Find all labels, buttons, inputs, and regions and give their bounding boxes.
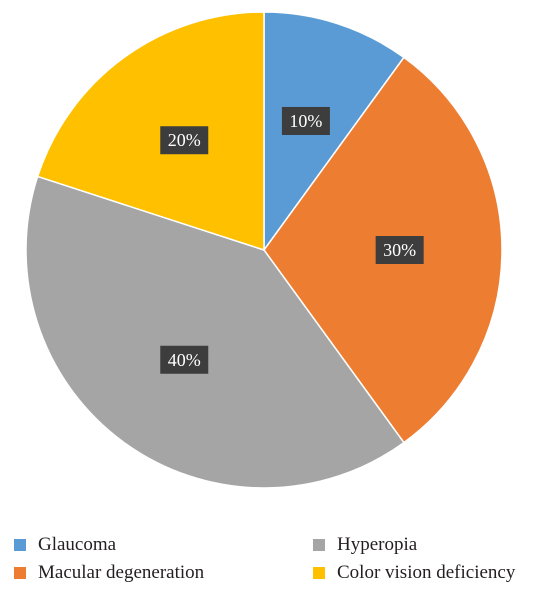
legend-swatch-glaucoma bbox=[14, 539, 26, 551]
data-label-text-glaucoma: 10% bbox=[289, 111, 322, 131]
legend-label-hyperopia: Hyperopia bbox=[337, 534, 418, 555]
pie-slice-hyperopia bbox=[25, 175, 405, 489]
data-label-box-glaucoma bbox=[281, 106, 330, 135]
data-label-box-macular-degeneration bbox=[375, 236, 424, 264]
pie-chart: 10% 30% 40% 20% bbox=[25, 11, 503, 489]
data-label-hyperopia: 40% bbox=[160, 345, 209, 374]
data-label-glaucoma: 10% bbox=[281, 106, 330, 135]
data-label-box-hyperopia bbox=[160, 345, 209, 374]
data-label-color-vision-deficiency: 20% bbox=[160, 126, 209, 155]
data-label-box-color-vision-deficiency bbox=[160, 126, 209, 155]
data-label-text-color-vision-deficiency: 20% bbox=[168, 130, 201, 150]
legend-swatch-color-vision-deficiency bbox=[313, 567, 325, 579]
data-label-text-hyperopia: 40% bbox=[168, 350, 201, 370]
legend-swatch-macular-degeneration bbox=[14, 567, 26, 579]
pie-data-labels: 10% 30% 40% 20% bbox=[160, 106, 424, 374]
legend-item-hyperopia: Hyperopia bbox=[313, 534, 417, 556]
pie-slice-color-vision-deficiency bbox=[36, 11, 265, 252]
legend-item-macular-degeneration: Macular degeneration bbox=[14, 562, 204, 584]
legend-item-color-vision-deficiency: Color vision deficiency bbox=[313, 562, 515, 584]
legend-label-macular-degeneration: Macular degeneration bbox=[38, 562, 205, 583]
legend-label-color-vision-deficiency: Color vision deficiency bbox=[337, 562, 516, 583]
pie-slice-glaucoma bbox=[263, 11, 405, 253]
pie-slices bbox=[25, 11, 503, 489]
data-label-macular-degeneration: 30% bbox=[375, 236, 424, 264]
legend-label-glaucoma: Glaucoma bbox=[38, 534, 117, 555]
legend-swatch-hyperopia bbox=[313, 539, 325, 551]
legend: Glaucoma Macular degeneration Hyperopia … bbox=[0, 530, 556, 590]
legend-item-glaucoma: Glaucoma bbox=[14, 534, 116, 556]
data-label-text-macular-degeneration: 30% bbox=[383, 240, 416, 260]
